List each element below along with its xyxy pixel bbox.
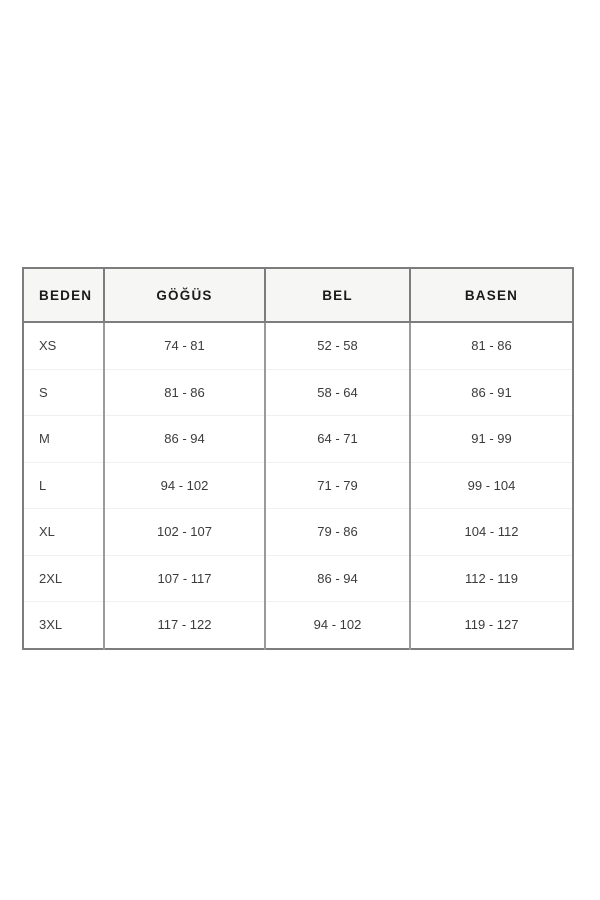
cell-hip: 99 - 104 [410, 462, 573, 509]
cell-waist: 79 - 86 [265, 508, 411, 556]
table-row: S 81 - 86 58 - 64 86 - 91 [23, 369, 573, 416]
header-row: BEDEN GÖĞÜS BEL BASEN [23, 268, 573, 323]
cell-waist: 64 - 71 [265, 415, 411, 463]
cell-hip: 112 - 119 [410, 555, 573, 602]
cell-chest: 94 - 102 [104, 462, 266, 509]
table-header: BEDEN GÖĞÜS BEL BASEN [23, 268, 573, 323]
column-header-waist: BEL [265, 268, 411, 323]
cell-waist: 94 - 102 [265, 601, 411, 649]
table-body: XS 74 - 81 52 - 58 81 - 86 S 81 - 86 58 … [23, 322, 573, 649]
cell-chest: 117 - 122 [104, 601, 266, 649]
cell-chest: 102 - 107 [104, 508, 266, 556]
cell-size: 2XL [23, 555, 105, 602]
size-chart-container: BEDEN GÖĞÜS BEL BASEN XS 74 - 81 52 - 58… [22, 267, 574, 650]
cell-size: L [23, 462, 105, 509]
cell-hip: 91 - 99 [410, 415, 573, 463]
cell-size: S [23, 369, 105, 416]
cell-chest: 81 - 86 [104, 369, 266, 416]
cell-size: M [23, 415, 105, 463]
cell-size: XS [23, 322, 105, 370]
table-row: 3XL 117 - 122 94 - 102 119 - 127 [23, 601, 573, 649]
table-row: XL 102 - 107 79 - 86 104 - 112 [23, 508, 573, 556]
table-row: 2XL 107 - 117 86 - 94 112 - 119 [23, 555, 573, 602]
cell-chest: 107 - 117 [104, 555, 266, 602]
cell-chest: 74 - 81 [104, 322, 266, 370]
cell-hip: 104 - 112 [410, 508, 573, 556]
cell-waist: 58 - 64 [265, 369, 411, 416]
column-header-size: BEDEN [23, 268, 105, 323]
table-row: M 86 - 94 64 - 71 91 - 99 [23, 415, 573, 463]
table-row: L 94 - 102 71 - 79 99 - 104 [23, 462, 573, 509]
cell-chest: 86 - 94 [104, 415, 266, 463]
column-header-chest: GÖĞÜS [104, 268, 266, 323]
cell-waist: 52 - 58 [265, 322, 411, 370]
cell-waist: 86 - 94 [265, 555, 411, 602]
cell-hip: 119 - 127 [464, 617, 519, 633]
column-header-hip: BASEN [410, 268, 573, 323]
cell-hip: 81 - 86 [410, 322, 573, 370]
cell-hip: 86 - 91 [410, 369, 573, 416]
cell-size: 3XL [23, 601, 105, 649]
size-chart-table: BEDEN GÖĞÜS BEL BASEN XS 74 - 81 52 - 58… [22, 267, 574, 650]
table-row: XS 74 - 81 52 - 58 81 - 86 [23, 322, 573, 370]
cell-waist: 71 - 79 [265, 462, 411, 509]
cell-size: XL [23, 508, 105, 556]
